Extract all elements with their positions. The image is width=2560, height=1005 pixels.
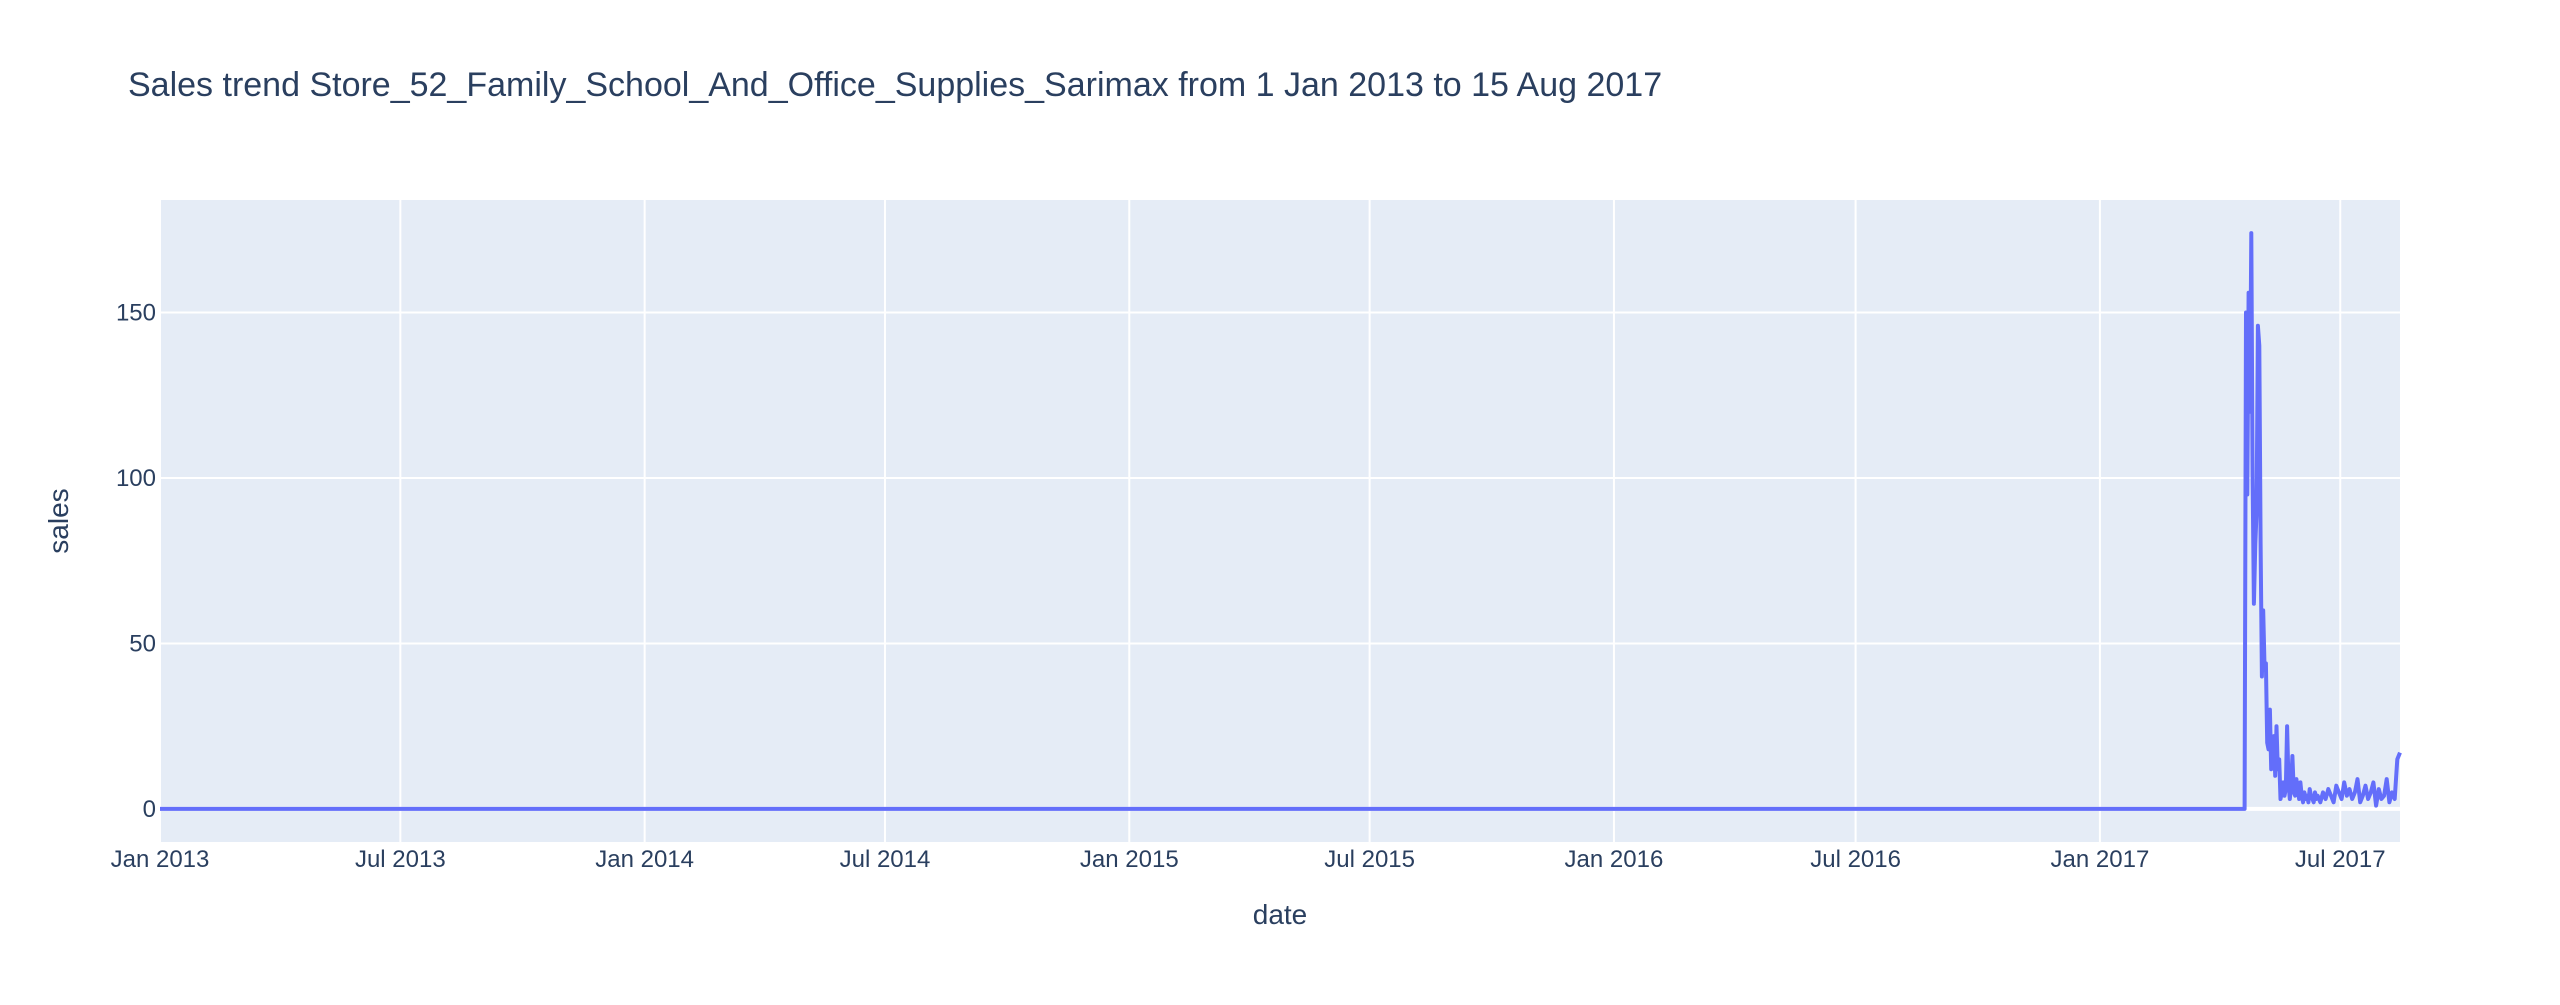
x-tick-label: Jan 2014: [595, 846, 694, 873]
y-axis-title: sales: [43, 488, 74, 553]
x-tick-label: Jul 2016: [1810, 846, 1901, 873]
x-tick-label: Jan 2013: [111, 846, 210, 873]
y-tick-label: 50: [129, 630, 156, 657]
x-tick-label: Jul 2015: [1324, 846, 1415, 873]
y-tick-labels: 0 50 100 150: [116, 300, 156, 823]
x-gridlines: [159, 200, 2342, 842]
x-tick-labels: Jan 2013 Jul 2013 Jan 2014 Jul 2014 Jan 2015…: [111, 846, 2386, 873]
x-tick-label: Jan 2017: [2051, 846, 2150, 873]
x-tick-label: Jan 2016: [1565, 846, 1664, 873]
series-layer: [160, 231, 2402, 811]
x-axis-title: date: [1253, 899, 1308, 930]
plot-background: [160, 200, 2400, 842]
y-tick-label: 0: [143, 796, 156, 823]
x-tick-label: Jan 2015: [1080, 846, 1179, 873]
x-tick-label: Jul 2017: [2295, 846, 2386, 873]
series-line: [160, 231, 2402, 811]
y-tick-label: 100: [116, 465, 156, 492]
y-tick-label: 150: [116, 300, 156, 327]
x-tick-label: Jul 2014: [840, 846, 931, 873]
chart-title: Sales trend Store_52_Family_School_And_O…: [128, 66, 1663, 104]
x-tick-label: Jul 2013: [355, 846, 446, 873]
